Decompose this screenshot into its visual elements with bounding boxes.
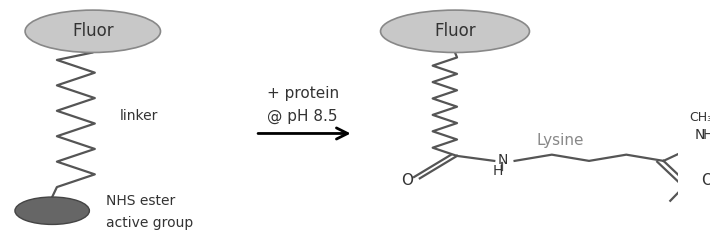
Text: H: H <box>493 164 503 178</box>
Text: H: H <box>703 128 710 142</box>
Text: N: N <box>498 153 508 167</box>
Text: + protein: + protein <box>267 86 339 101</box>
Text: N: N <box>694 128 704 142</box>
Text: NHS ester: NHS ester <box>106 194 175 208</box>
Text: Fluor: Fluor <box>435 22 476 40</box>
Text: CH₃: CH₃ <box>689 111 710 123</box>
Text: Lysine: Lysine <box>536 134 584 148</box>
Text: active group: active group <box>106 216 194 230</box>
Text: linker: linker <box>120 109 158 123</box>
Ellipse shape <box>381 10 530 52</box>
Text: O: O <box>701 173 710 188</box>
Text: O: O <box>402 173 414 188</box>
Text: @ pH 8.5: @ pH 8.5 <box>268 108 338 124</box>
Ellipse shape <box>25 10 160 52</box>
Circle shape <box>15 197 89 225</box>
Text: Fluor: Fluor <box>72 22 114 40</box>
